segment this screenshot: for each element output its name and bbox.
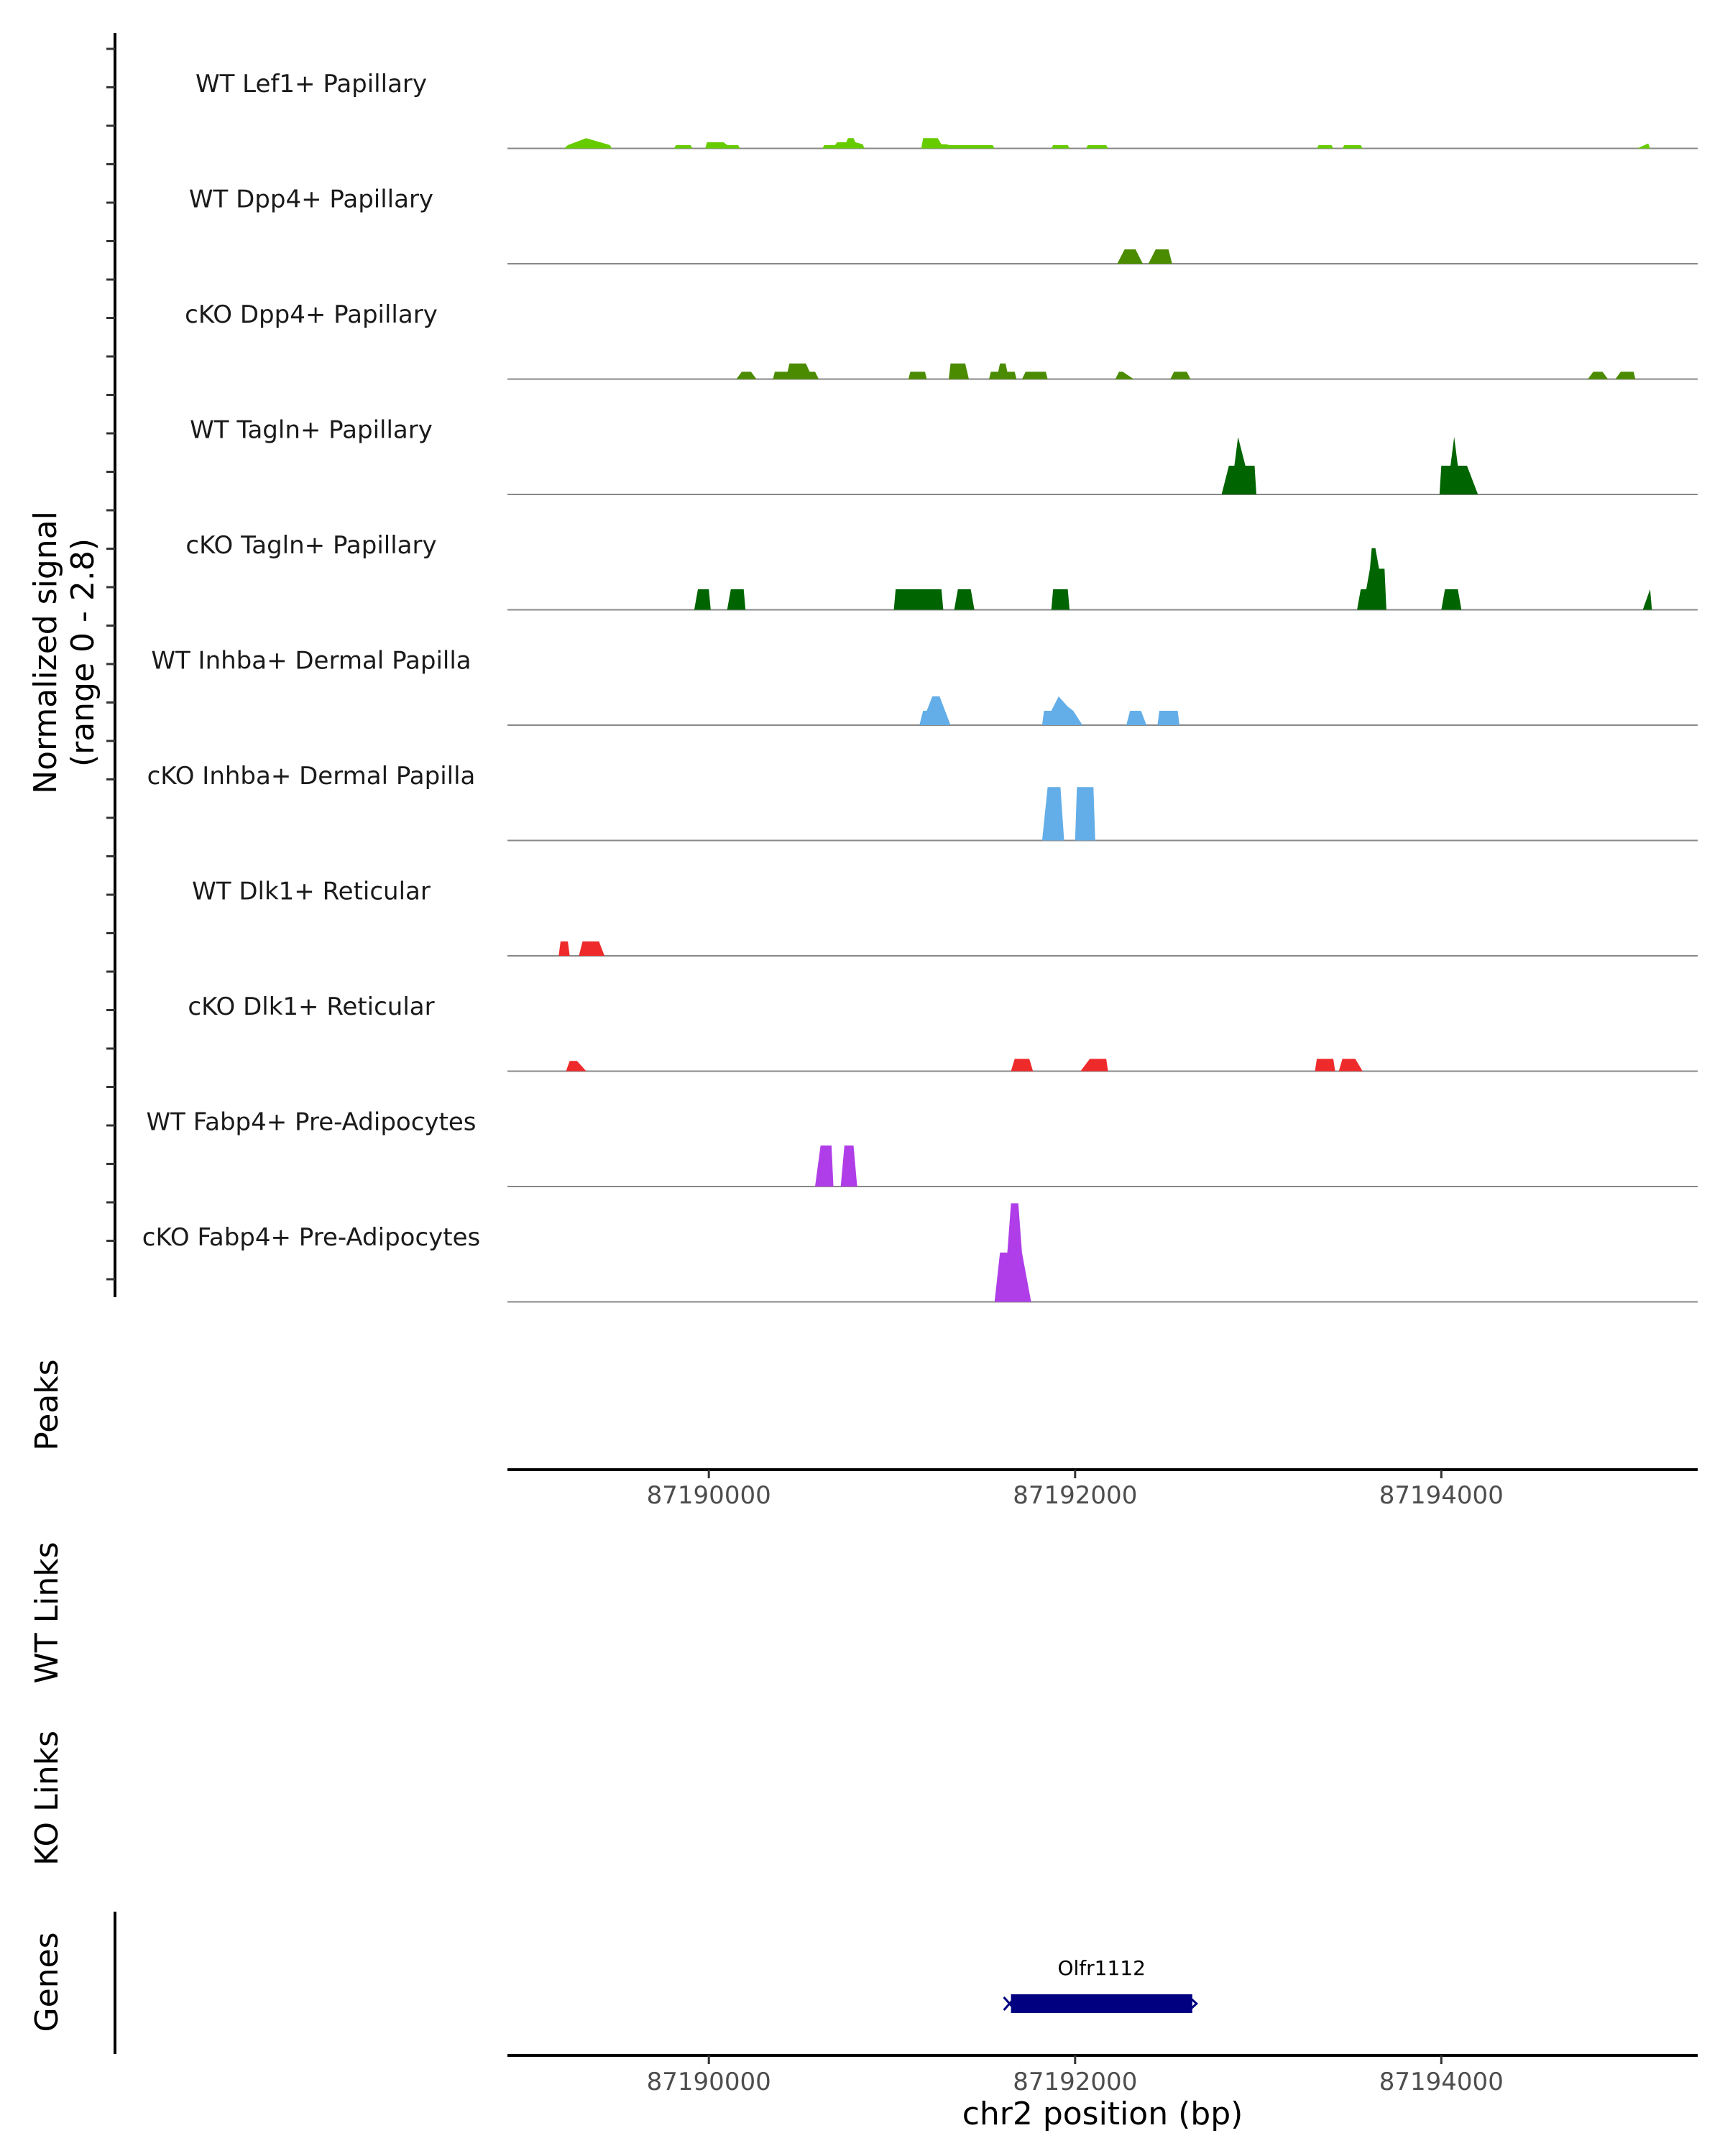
coverage-peak — [673, 144, 693, 149]
coverage-peak — [815, 1145, 834, 1187]
track-10: WT Fabp4+ Pre-Adipocytes — [147, 1108, 1698, 1187]
coverage-peak — [1439, 437, 1478, 494]
genes-panel: Genes Olfr1112 87190000 87192000 87194000 … — [29, 1912, 1698, 2132]
coverage-peak — [949, 363, 969, 379]
coverage-peak — [1588, 372, 1609, 379]
coverage-peak — [1637, 143, 1650, 149]
coverage-peak — [566, 1061, 586, 1072]
coverage-peak — [989, 363, 1017, 379]
track-label: WT Dpp4+ Papillary — [189, 185, 433, 214]
coverage-peak — [994, 1203, 1031, 1302]
coverage-peak — [1126, 711, 1147, 725]
track-label: cKO Fabp4+ Pre-Adipocytes — [142, 1223, 481, 1252]
coverage-peak — [1315, 1059, 1335, 1072]
x-axis-title: chr2 position (bp) — [962, 2096, 1243, 2132]
wt-links-panel-title: WT Links — [29, 1542, 65, 1683]
track-2: WT Dpp4+ Papillary — [189, 185, 1698, 264]
track-5: cKO Tagln+ Papillary — [185, 531, 1698, 611]
genes-x-tick-label: 87190000 — [647, 2068, 771, 2096]
coverage-peak — [1615, 372, 1636, 379]
coverage-peak — [1441, 589, 1462, 610]
coverage-peak — [1117, 249, 1143, 264]
coverage-peak — [564, 138, 612, 149]
coverage-peak — [954, 589, 975, 610]
coverage-peak — [921, 138, 995, 149]
coverage-peak — [1148, 249, 1172, 264]
peaks-panel-title: Peaks — [29, 1359, 65, 1450]
coverage-peak — [736, 372, 757, 379]
coverage-peak — [908, 372, 927, 379]
track-9: cKO Dlk1+ Reticular — [188, 992, 1698, 1072]
coverage-peak — [1221, 437, 1256, 494]
coverage-peak — [1041, 696, 1082, 725]
track-label: WT Fabp4+ Pre-Adipocytes — [147, 1108, 477, 1137]
genes-x-tick-label: 87192000 — [1013, 2068, 1137, 2096]
coverage-peak — [893, 589, 944, 610]
ko-links-panel-title: KO Links — [29, 1731, 65, 1866]
coverage-peak — [558, 941, 570, 956]
y-axis-range-title: (range 0 - 2.8) — [65, 538, 101, 767]
coverage-y-axis — [106, 33, 116, 1297]
track-label: cKO Dpp4+ Papillary — [185, 300, 438, 329]
gene-strand-marker — [1003, 1996, 1016, 2011]
coverage-peak — [1011, 1059, 1034, 1072]
track-label: WT Lef1+ Papillary — [196, 70, 427, 98]
coverage-peak — [822, 138, 865, 149]
coverage-peak — [1642, 589, 1652, 610]
track-label: WT Dlk1+ Reticular — [192, 877, 431, 906]
coverage-peak — [579, 941, 604, 956]
coverage-peak — [694, 589, 711, 610]
coverage-peak — [1342, 144, 1363, 149]
coverage-peak — [1075, 787, 1095, 841]
track-7: cKO Inhba+ Dermal Papilla — [147, 762, 1698, 842]
peaks-x-tick-label: 87190000 — [647, 1481, 771, 1510]
coverage-peak — [840, 1145, 857, 1187]
genes-x-tick-label: 87194000 — [1379, 2068, 1504, 2096]
coverage-peak — [727, 589, 746, 610]
coverage-peak — [1317, 144, 1333, 149]
coverage-peak — [1080, 1059, 1108, 1072]
gene-olfr1112: Olfr1112 — [1003, 1956, 1199, 2013]
coverage-peak — [1357, 548, 1386, 610]
coverage-peak — [1338, 1059, 1363, 1072]
genes-panel-title: Genes — [29, 1932, 65, 2032]
gene-exon-bar — [1011, 1994, 1192, 2013]
coverage-peak — [773, 363, 819, 379]
coverage-peak — [1086, 144, 1108, 149]
genes-x-axis: 87190000 87192000 87194000 — [647, 2055, 1504, 2096]
peaks-panel: Peaks 87190000 87192000 87194000 — [29, 1359, 1698, 1510]
track-label: cKO Tagln+ Papillary — [185, 531, 436, 560]
track-3: cKO Dpp4+ Papillary — [185, 300, 1698, 380]
coverage-peak — [919, 696, 951, 725]
coverage-peak — [1051, 144, 1070, 149]
y-axis-title: Normalized signal — [27, 511, 64, 794]
track-6: WT Inhba+ Dermal Papilla — [151, 647, 1698, 726]
coverage-peak — [1021, 372, 1048, 379]
peaks-x-axis: 87190000 87192000 87194000 — [647, 1470, 1504, 1510]
gene-end-marker — [1188, 1996, 1199, 2012]
peaks-x-tick-label: 87192000 — [1013, 1481, 1137, 1510]
coverage-tracks: WT Lef1+ Papillary WT Dpp4+ Papillary cKO … — [142, 70, 1698, 1303]
coverage-peak — [1041, 787, 1064, 841]
track-label: cKO Dlk1+ Reticular — [188, 992, 434, 1021]
coverage-peak — [1051, 589, 1070, 610]
coverage-peak — [1157, 711, 1179, 725]
gene-annotations: Olfr1112 — [1003, 1956, 1199, 2013]
gene-label: Olfr1112 — [1057, 1956, 1145, 1980]
coverage-peak — [1170, 372, 1191, 379]
track-8: WT Dlk1+ Reticular — [192, 877, 1698, 957]
track-4: WT Tagln+ Papillary — [190, 416, 1698, 495]
track-label: WT Inhba+ Dermal Papilla — [151, 647, 471, 676]
coverage-peak — [1115, 372, 1134, 379]
peaks-x-tick-label: 87194000 — [1379, 1481, 1504, 1510]
track-label: cKO Inhba+ Dermal Papilla — [147, 762, 476, 791]
coverage-peak — [705, 142, 740, 149]
track-1: WT Lef1+ Papillary — [196, 70, 1698, 149]
track-11: cKO Fabp4+ Pre-Adipocytes — [142, 1203, 1698, 1303]
coverage-y-ticks — [106, 47, 115, 1281]
track-label: WT Tagln+ Papillary — [190, 416, 433, 445]
